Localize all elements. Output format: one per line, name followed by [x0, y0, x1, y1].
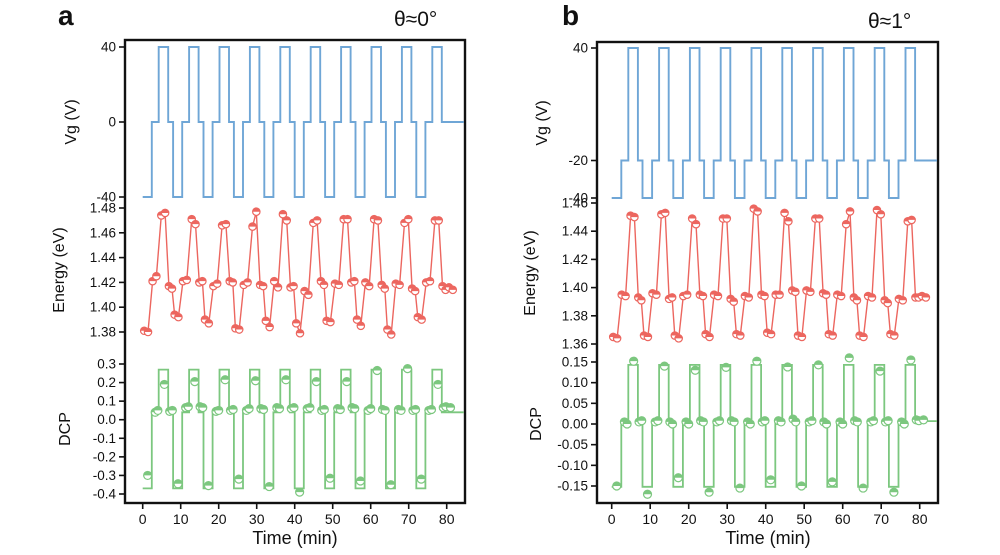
svg-text:1.42: 1.42: [90, 275, 116, 290]
svg-text:40: 40: [758, 511, 774, 527]
svg-text:0.15: 0.15: [562, 355, 588, 370]
svg-text:0.05: 0.05: [562, 396, 588, 411]
svg-text:70: 70: [401, 511, 417, 527]
panel-b-dcp-waveform: [611, 363, 937, 488]
panel-b-dcp-y-ticks: 0.15 0.10 0.05 0.00 -0.05 -0.10 -0.15: [557, 355, 597, 494]
svg-text:-0.2: -0.2: [93, 449, 116, 464]
panel-b-energy-line: [612, 207, 927, 340]
svg-text:0: 0: [608, 511, 616, 527]
svg-text:20: 20: [681, 511, 697, 527]
svg-text:0.1: 0.1: [97, 394, 116, 409]
svg-text:0.3: 0.3: [97, 357, 116, 372]
panel-b-theta-annotation: θ≈1°: [868, 10, 912, 33]
svg-text:-20: -20: [568, 153, 588, 168]
panel-b-time-axis-title: Time (min): [725, 528, 811, 548]
panel-b-x-ticks: 0 10 20 30 40 50 60 70 80: [608, 503, 928, 527]
svg-text:1.40: 1.40: [90, 300, 116, 315]
svg-text:-0.15: -0.15: [557, 479, 588, 494]
panel-a-letter: a: [58, 0, 74, 31]
panel-a-dcp-waveform: [142, 368, 464, 490]
svg-text:-40: -40: [568, 191, 588, 206]
panel-a-energy-y-ticks: 1.48 1.46 1.44 1.42 1.40 1.38: [90, 201, 125, 340]
svg-text:80: 80: [439, 511, 455, 527]
panel-a-energy-axis-label: Energy (eV): [51, 227, 68, 313]
svg-text:0.00: 0.00: [562, 417, 588, 432]
svg-text:0.10: 0.10: [562, 375, 588, 390]
svg-text:80: 80: [912, 511, 928, 527]
svg-text:60: 60: [835, 511, 851, 527]
panel-b-energy-markers: [608, 204, 931, 343]
svg-text:0.0: 0.0: [97, 412, 116, 427]
svg-text:70: 70: [873, 511, 889, 527]
panel-a-theta-annotation: θ≈0°: [394, 8, 438, 31]
svg-text:0: 0: [108, 115, 116, 130]
svg-text:-0.05: -0.05: [557, 437, 588, 452]
panel-b-dcp-axis-label: DCP: [528, 407, 545, 441]
panel-a-vg-waveform: [142, 46, 464, 198]
svg-text:1.46: 1.46: [90, 225, 116, 240]
svg-text:10: 10: [642, 511, 658, 527]
svg-text:40: 40: [101, 40, 116, 55]
panel-b-dcp-markers: [612, 353, 929, 499]
panel-b-vg-y-ticks: 40 -20 -40: [568, 41, 597, 206]
panel-b-letter: b: [562, 0, 580, 31]
svg-text:0: 0: [139, 511, 147, 527]
panel-a-energy-markers: [139, 207, 458, 339]
panel-b-frame: [595, 40, 940, 505]
svg-text:1.40: 1.40: [562, 280, 588, 295]
panel-a-vg-y-ticks: 40 0 -40: [96, 40, 125, 205]
svg-text:1.44: 1.44: [90, 250, 117, 265]
panel-b-energy-axis-label: Energy (eV): [522, 230, 539, 316]
svg-text:1.44: 1.44: [562, 224, 589, 239]
panel-a-dcp-axis-label: DCP: [57, 412, 74, 446]
panel-b-vg-axis-label: Vg (V): [534, 100, 551, 146]
svg-text:1.38: 1.38: [562, 308, 588, 323]
svg-text:-0.1: -0.1: [93, 431, 116, 446]
svg-text:-40: -40: [96, 190, 116, 205]
panel-a-time-axis-title: Time (min): [252, 528, 338, 548]
panel-a-x-ticks: 0 10 20 30 40 50 60 70 80: [139, 503, 455, 527]
svg-text:0.2: 0.2: [97, 375, 116, 390]
svg-text:50: 50: [325, 511, 341, 527]
svg-text:40: 40: [287, 511, 303, 527]
svg-text:1.46: 1.46: [562, 196, 588, 211]
panel-a-vg-axis-label: Vg (V): [63, 99, 80, 145]
panel-a-energy-line: [143, 211, 454, 337]
panel-b-energy-y-ticks: 1.46 1.44 1.42 1.40 1.38 1.36: [562, 196, 597, 352]
svg-text:1.38: 1.38: [90, 325, 116, 340]
panel-b-vg-waveform: [611, 47, 937, 199]
panel-a-dcp-markers: [143, 364, 456, 497]
svg-text:1.36: 1.36: [562, 337, 588, 352]
svg-text:50: 50: [796, 511, 812, 527]
svg-text:60: 60: [363, 511, 379, 527]
svg-text:-0.4: -0.4: [93, 487, 117, 502]
svg-text:40: 40: [573, 41, 588, 56]
panel-a-dcp-y-ticks: 0.3 0.2 0.1 0.0 -0.1 -0.2 -0.3 -0.4: [93, 357, 125, 502]
svg-text:1.42: 1.42: [562, 252, 588, 267]
svg-text:1.48: 1.48: [90, 201, 116, 216]
svg-text:30: 30: [719, 511, 735, 527]
svg-text:10: 10: [173, 511, 189, 527]
svg-text:20: 20: [211, 511, 227, 527]
svg-text:-0.3: -0.3: [93, 468, 116, 483]
svg-text:30: 30: [249, 511, 265, 527]
svg-text:-0.10: -0.10: [557, 458, 588, 473]
